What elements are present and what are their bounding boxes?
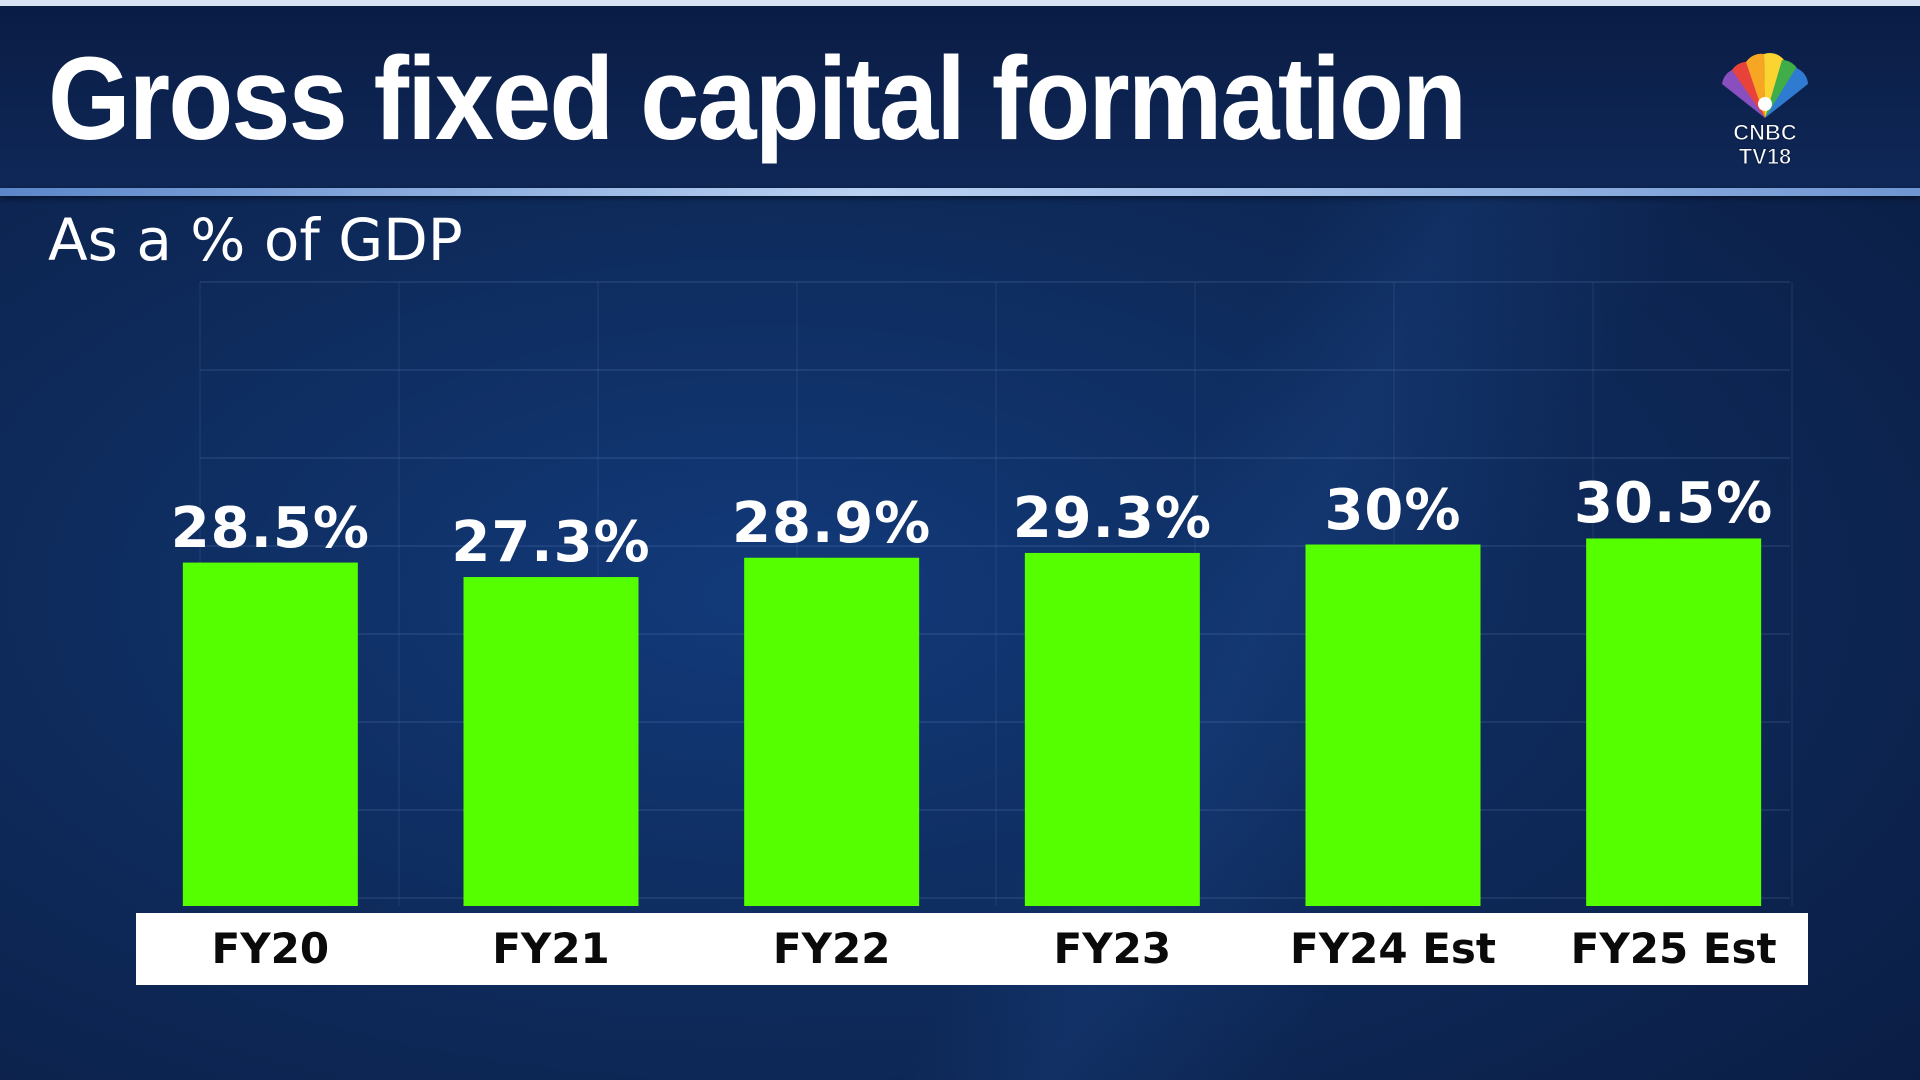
bar <box>182 562 358 906</box>
x-axis-strip: FY20 FY21 FY22 FY23 FY24 Est FY25 Est <box>136 913 1808 985</box>
bar <box>1586 538 1762 906</box>
data-label: 30% <box>1324 477 1462 543</box>
bar <box>463 577 639 906</box>
bar <box>1305 544 1481 906</box>
data-label: 30.5% <box>1574 471 1774 537</box>
data-label: 28.5% <box>170 495 370 561</box>
chart-title: Gross fixed capital formation <box>48 33 1467 165</box>
data-label: 29.3% <box>1012 485 1212 551</box>
x-tick-label: FY22 <box>772 924 891 973</box>
bar <box>1024 552 1200 906</box>
x-tick-label: FY24 Est <box>1290 924 1496 973</box>
chart-subtitle: As a % of GDP <box>48 206 463 274</box>
logo-line2: TV18 <box>1739 144 1792 169</box>
data-label: 27.3% <box>451 510 651 576</box>
data-label: 28.9% <box>732 490 932 556</box>
peacock-logo-icon <box>1722 53 1808 118</box>
x-tick-label: FY20 <box>211 924 330 973</box>
title-rule <box>0 188 1920 196</box>
logo-line1: CNBC <box>1733 120 1797 145</box>
x-tick-label: FY21 <box>492 924 610 973</box>
x-tick-label: FY25 Est <box>1570 924 1777 973</box>
x-tick-label: FY23 <box>1053 924 1172 973</box>
cnbc-tv18-logo: CNBC TV18 <box>1722 53 1808 170</box>
bar <box>744 557 920 906</box>
title-band <box>0 0 1920 190</box>
top-rule <box>0 0 1920 6</box>
